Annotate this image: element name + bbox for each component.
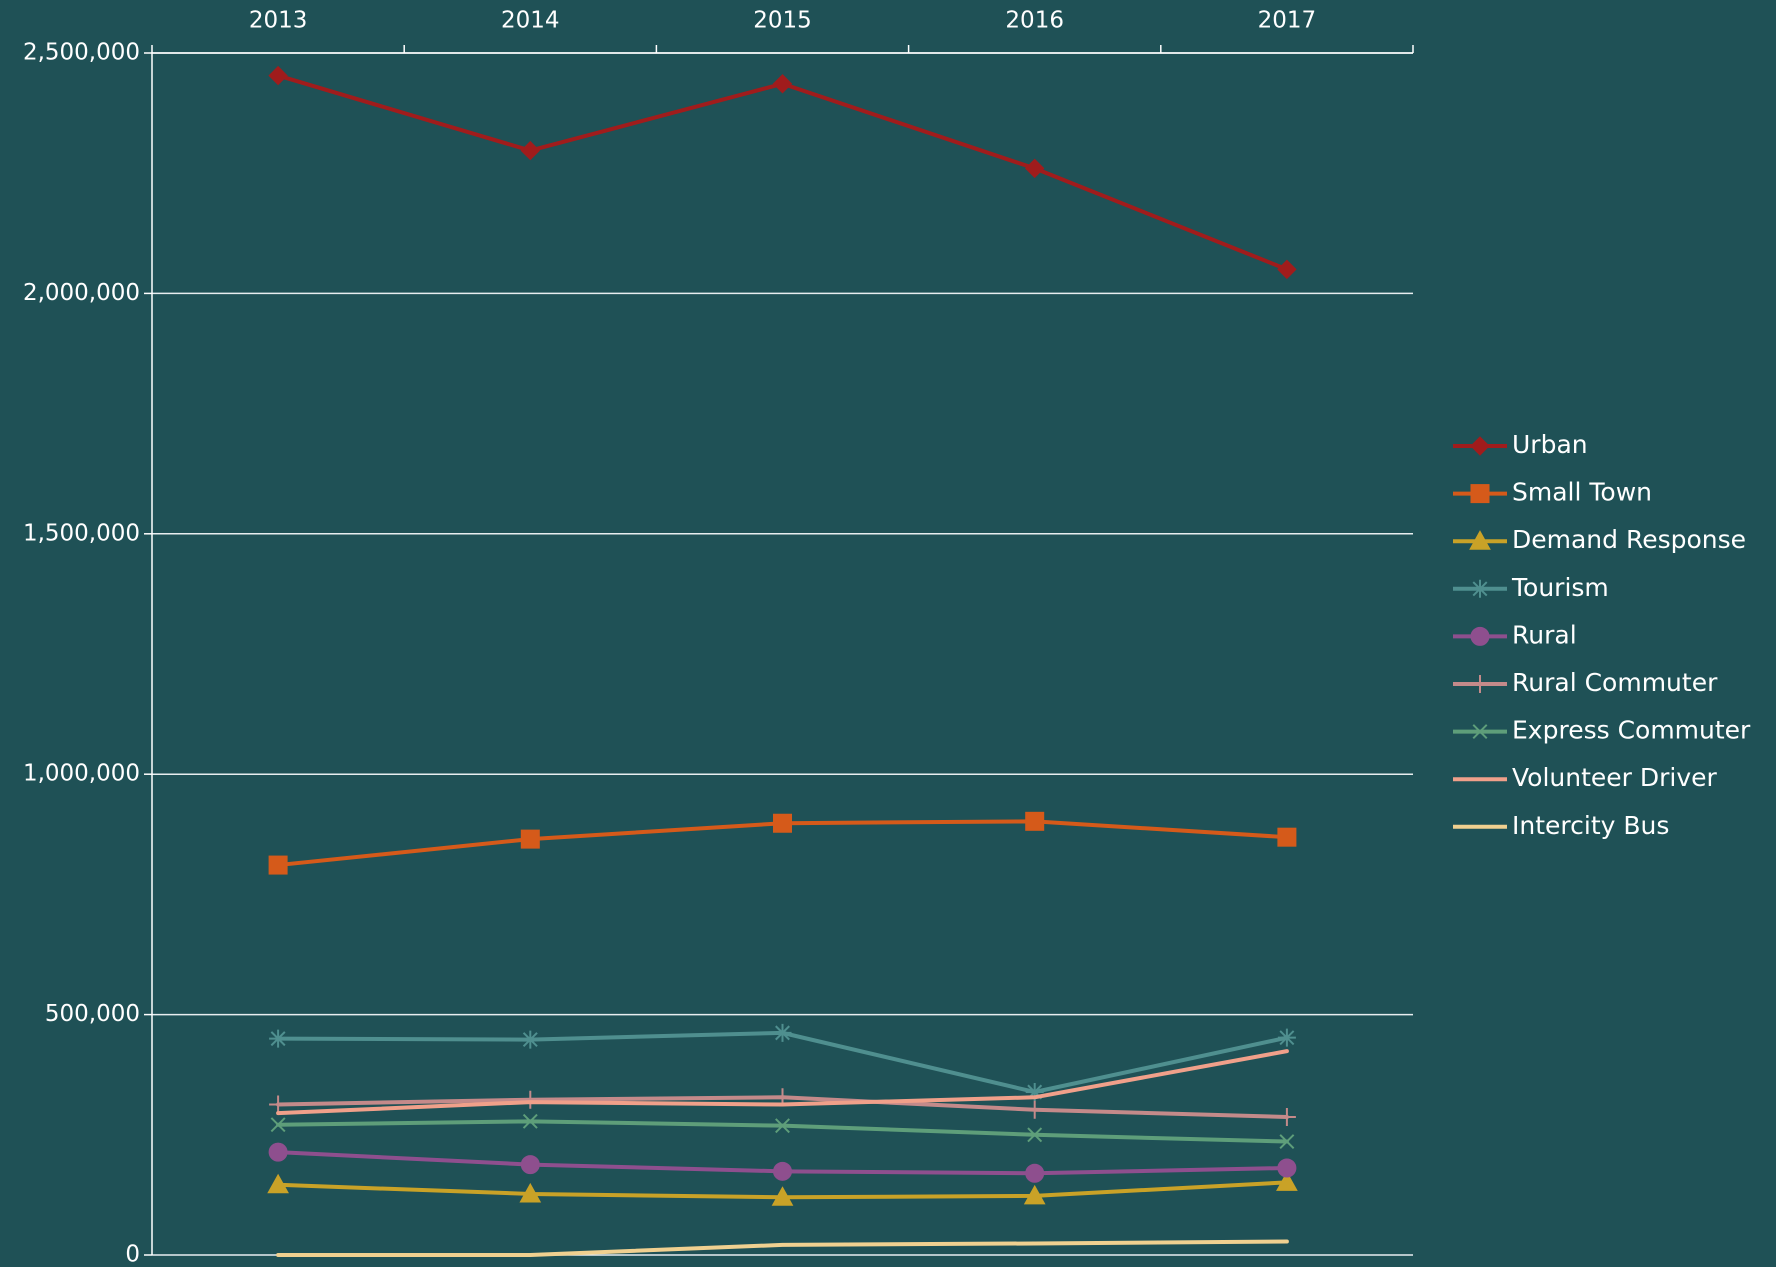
marker	[773, 1161, 792, 1181]
marker	[1277, 1108, 1296, 1127]
legend-label: Tourism	[1511, 573, 1609, 602]
legend-label: Rural	[1512, 620, 1577, 649]
series-line	[276, 1049, 1289, 1116]
marker	[522, 1113, 538, 1129]
marker	[1471, 579, 1489, 598]
legend-label: Volunteer Driver	[1512, 763, 1718, 792]
marker	[519, 1182, 542, 1203]
marker	[1277, 259, 1297, 280]
marker	[1025, 1163, 1045, 1183]
series: Express Commuter	[270, 716, 1751, 1149]
x-tick-label: 2016	[1005, 8, 1064, 34]
marker	[520, 829, 540, 849]
series: Small Town	[268, 478, 1652, 875]
marker	[1277, 1028, 1296, 1047]
x-tick-label: 2013	[249, 8, 308, 34]
series: Urban	[268, 65, 1588, 459]
legend-label: Small Town	[1512, 478, 1652, 507]
marker	[268, 1142, 288, 1162]
series: Intercity Bus	[276, 811, 1669, 1257]
legend-label: Intercity Bus	[1512, 811, 1669, 840]
marker	[1027, 1127, 1043, 1143]
marker	[1277, 827, 1297, 847]
y-tick-label: 0	[125, 1242, 140, 1267]
legend-label: Express Commuter	[1512, 716, 1751, 745]
marker	[1025, 1083, 1044, 1102]
series: Tourism	[269, 573, 1609, 1102]
series: Demand Response	[267, 525, 1746, 1206]
marker	[520, 140, 541, 161]
y-tick-label: 1,500,000	[23, 520, 140, 546]
y-tick-label: 2,000,000	[23, 280, 140, 306]
series: Rural	[268, 620, 1577, 1183]
x-tick-label: 2015	[753, 8, 812, 34]
marker	[775, 1118, 790, 1134]
marker	[1471, 675, 1489, 693]
series-line	[276, 1239, 1289, 1257]
marker	[268, 855, 288, 875]
marker	[521, 1090, 540, 1109]
marker	[1470, 436, 1490, 456]
marker	[1279, 1134, 1295, 1149]
legend-label: Demand Response	[1512, 525, 1746, 554]
marker	[521, 1030, 540, 1049]
marker	[773, 813, 792, 833]
marker	[1276, 1171, 1298, 1191]
marker	[1277, 1158, 1297, 1178]
marker	[1023, 1184, 1046, 1205]
series: Rural Commuter	[269, 668, 1718, 1127]
marker	[268, 65, 288, 86]
marker	[270, 1117, 286, 1133]
marker	[1469, 530, 1491, 550]
y-tick-label: 2,500,000	[23, 40, 140, 66]
marker	[1025, 811, 1045, 831]
marker	[267, 1173, 289, 1194]
marker	[773, 1023, 792, 1042]
marker	[269, 1095, 288, 1114]
marker	[1470, 626, 1490, 646]
marker	[1025, 1100, 1044, 1119]
marker	[269, 1029, 288, 1048]
series: Volunteer Driver	[276, 763, 1718, 1116]
marker	[771, 1186, 794, 1206]
marker	[772, 74, 793, 94]
series-line	[276, 73, 1289, 272]
marker	[1472, 724, 1488, 740]
marker	[1470, 484, 1490, 504]
y-tick-label: 1,000,000	[23, 761, 140, 787]
x-tick-label: 2017	[1258, 8, 1317, 34]
x-tick-label: 2014	[501, 8, 560, 34]
y-tick-label: 500,000	[45, 1001, 140, 1027]
marker	[1024, 158, 1045, 179]
marker	[520, 1155, 540, 1175]
legend-label: Rural Commuter	[1512, 668, 1718, 697]
legend-label: Urban	[1512, 430, 1588, 459]
